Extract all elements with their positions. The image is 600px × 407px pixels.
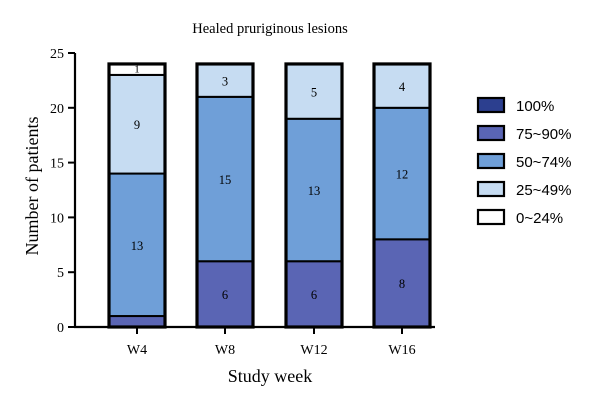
bars: 13 9 1 6 15 3 6 13 5 8 12 4 — [107, 62, 432, 329]
bar-value-label: 5 — [311, 85, 317, 99]
y-tick-label: 15 — [50, 157, 64, 172]
legend-item: 100% — [476, 96, 554, 115]
legend-label: 0~24% — [516, 210, 563, 227]
legend-swatch — [476, 208, 506, 226]
legend-label: 50~74% — [516, 154, 571, 171]
legend-swatch — [476, 96, 506, 114]
legend-swatch — [476, 152, 506, 170]
bar-segment — [108, 315, 166, 329]
legend-item: 25~49% — [476, 180, 571, 199]
chart-title: Healed pruriginous lesions — [192, 21, 348, 37]
bar-value-label: 12 — [396, 168, 409, 182]
y-axis-label: Number of patients — [22, 117, 42, 256]
y-tick-label: 0 — [57, 321, 64, 336]
y-tick-label: 5 — [57, 266, 64, 281]
legend-label: 75~90% — [516, 126, 571, 143]
bar-segment — [373, 238, 431, 329]
bar-value-label: 1 — [134, 63, 140, 75]
bar-value-label: 13 — [131, 239, 144, 253]
bar-value-label: 15 — [219, 173, 232, 187]
bar-stack-w4: 13 9 1 — [107, 62, 167, 329]
bar-value-label: 8 — [399, 277, 405, 291]
y-tick-label: 10 — [50, 211, 64, 226]
bar-value-label: 3 — [222, 74, 228, 88]
y-tick-label: 25 — [50, 47, 64, 62]
bar-value-label: 9 — [134, 118, 140, 132]
legend-item: 0~24% — [476, 208, 563, 227]
bar-stack-w12: 6 13 5 — [284, 62, 344, 329]
bar-value-label: 6 — [222, 288, 228, 302]
bar-segment — [108, 73, 166, 175]
x-tick-label: W4 — [127, 343, 147, 358]
legend-swatch — [476, 124, 506, 142]
legend-label: 25~49% — [516, 182, 571, 199]
x-tick-label: W12 — [300, 343, 327, 358]
bar-segment — [373, 106, 431, 241]
x-axis: W4 W8 W12 W16 — [74, 325, 435, 358]
bar-segment — [196, 62, 254, 98]
bar-stack-w16: 8 12 4 — [372, 62, 432, 329]
x-tick-label: W8 — [215, 343, 235, 358]
legend: 100% 75~90% 50~74% 25~49% 0~24% — [476, 96, 571, 227]
bar-value-label: 13 — [308, 184, 321, 198]
legend-label: 100% — [516, 98, 554, 115]
legend-swatch — [476, 180, 506, 198]
bar-segment — [196, 95, 254, 263]
x-axis-label: Study week — [228, 366, 313, 386]
bar-value-label: 4 — [399, 80, 406, 94]
y-tick-label: 20 — [50, 102, 64, 117]
y-axis: 0 5 10 15 20 25 — [50, 47, 77, 336]
bar-value-label: 6 — [311, 288, 317, 302]
legend-item: 75~90% — [476, 124, 571, 143]
x-tick-label: W16 — [388, 343, 415, 358]
bar-stack-w8: 6 15 3 — [195, 62, 255, 329]
legend-item: 50~74% — [476, 152, 571, 171]
